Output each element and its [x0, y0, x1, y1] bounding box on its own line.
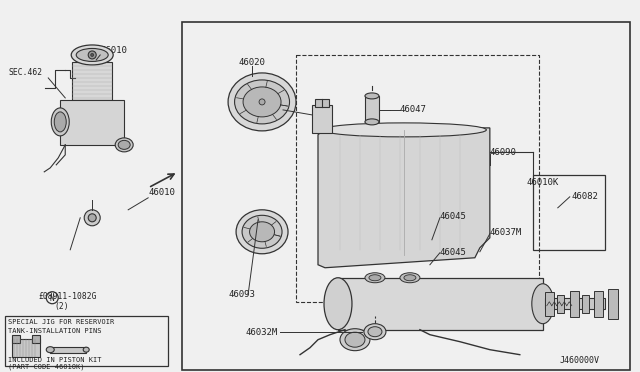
Text: 46032M: 46032M — [245, 328, 277, 337]
Ellipse shape — [118, 140, 130, 150]
Ellipse shape — [236, 210, 288, 254]
Circle shape — [259, 99, 265, 105]
Bar — [72, 62, 112, 100]
Bar — [365, 96, 379, 122]
Ellipse shape — [532, 284, 554, 324]
Bar — [545, 298, 605, 309]
Text: J460000V: J460000V — [560, 356, 600, 365]
Text: INCLUDED IN PISTON KIT: INCLUDED IN PISTON KIT — [8, 357, 102, 363]
Ellipse shape — [46, 347, 54, 353]
Bar — [545, 292, 554, 316]
Text: 46048: 46048 — [248, 105, 275, 114]
Bar — [182, 22, 630, 370]
Polygon shape — [318, 128, 490, 268]
Text: SPECIAL JIG FOR RESERVOIR: SPECIAL JIG FOR RESERVOIR — [8, 319, 115, 325]
Ellipse shape — [115, 138, 133, 152]
Bar — [608, 289, 618, 319]
Circle shape — [91, 54, 93, 57]
Circle shape — [88, 214, 96, 222]
Ellipse shape — [365, 273, 385, 283]
Bar — [12, 335, 20, 343]
Bar — [60, 100, 124, 145]
Ellipse shape — [321, 123, 486, 137]
Bar — [32, 335, 40, 343]
Ellipse shape — [364, 324, 386, 340]
Text: £08911-1082G: £08911-1082G — [38, 292, 97, 301]
Ellipse shape — [243, 87, 281, 117]
Bar — [557, 295, 564, 313]
Text: 46093: 46093 — [228, 290, 255, 299]
Ellipse shape — [324, 278, 352, 330]
Text: 46010: 46010 — [148, 188, 175, 197]
Text: (2): (2) — [54, 302, 69, 311]
Ellipse shape — [54, 112, 66, 132]
Ellipse shape — [51, 108, 69, 136]
Text: 46020: 46020 — [238, 58, 265, 67]
Ellipse shape — [365, 93, 379, 99]
Text: TANK-INSTALLATION PINS: TANK-INSTALLATION PINS — [8, 328, 102, 334]
Bar — [315, 99, 329, 107]
Text: 46045: 46045 — [440, 248, 467, 257]
Ellipse shape — [250, 222, 275, 242]
Ellipse shape — [242, 215, 282, 248]
Text: SEC.462: SEC.462 — [8, 68, 42, 77]
Circle shape — [84, 210, 100, 226]
Bar — [12, 339, 40, 357]
Text: 46010K: 46010K — [527, 178, 559, 187]
Ellipse shape — [228, 73, 296, 131]
Text: N: N — [49, 294, 54, 303]
Ellipse shape — [365, 119, 379, 125]
Bar — [312, 105, 332, 133]
Text: 46037M: 46037M — [490, 228, 522, 237]
Text: 46047: 46047 — [400, 105, 427, 114]
Ellipse shape — [404, 275, 416, 281]
Bar — [570, 291, 579, 317]
Bar — [582, 295, 589, 313]
Ellipse shape — [83, 347, 89, 352]
Text: (PART CODE 46010K): (PART CODE 46010K) — [8, 364, 84, 370]
Bar — [594, 291, 603, 317]
Circle shape — [88, 51, 96, 59]
Ellipse shape — [400, 273, 420, 283]
Bar — [533, 175, 605, 250]
Bar — [296, 55, 539, 302]
Ellipse shape — [369, 275, 381, 281]
Ellipse shape — [76, 48, 108, 61]
Bar — [338, 278, 543, 330]
Text: 46010: 46010 — [100, 46, 127, 55]
Bar — [5, 316, 168, 366]
Ellipse shape — [71, 45, 113, 65]
Text: 46082: 46082 — [572, 192, 598, 201]
Ellipse shape — [340, 329, 370, 351]
Ellipse shape — [235, 80, 289, 124]
Ellipse shape — [345, 332, 365, 347]
Bar — [51, 347, 86, 353]
Text: 46045: 46045 — [440, 212, 467, 221]
Ellipse shape — [368, 327, 382, 337]
Text: 46090: 46090 — [490, 148, 516, 157]
